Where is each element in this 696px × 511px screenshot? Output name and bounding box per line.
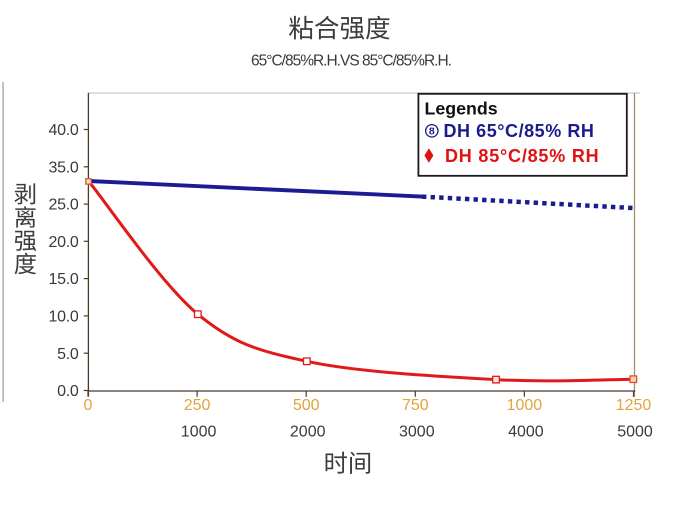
svg-text:1250: 1250 — [616, 397, 652, 414]
svg-text:4000: 4000 — [508, 423, 544, 440]
svg-text:3000: 3000 — [399, 423, 435, 440]
svg-text:500: 500 — [293, 397, 320, 414]
svg-text:0: 0 — [84, 397, 93, 414]
svg-text:Legends: Legends — [425, 99, 498, 119]
svg-text:35.0: 35.0 — [49, 159, 79, 176]
svg-text:15.0: 15.0 — [49, 271, 79, 288]
svg-text:5000: 5000 — [617, 423, 653, 440]
svg-text:0.0: 0.0 — [57, 383, 79, 400]
svg-text:8: 8 — [429, 126, 435, 138]
svg-text:40.0: 40.0 — [49, 122, 79, 139]
svg-text:DH 85°C/85% RH: DH 85°C/85% RH — [445, 146, 599, 166]
svg-text:2000: 2000 — [290, 423, 326, 440]
svg-text:65°C/85%R.H.VS 85°C/85%R.H.: 65°C/85%R.H.VS 85°C/85%R.H. — [251, 53, 451, 70]
svg-text:25.0: 25.0 — [49, 197, 79, 214]
svg-text:750: 750 — [402, 397, 429, 414]
svg-text:1000: 1000 — [507, 397, 543, 414]
svg-text:DH 65°C/85% RH: DH 65°C/85% RH — [444, 121, 595, 141]
svg-text:20.0: 20.0 — [49, 234, 79, 251]
svg-text:5.0: 5.0 — [57, 346, 79, 363]
svg-text:10.0: 10.0 — [49, 309, 79, 326]
svg-text:250: 250 — [184, 397, 211, 414]
svg-text:1000: 1000 — [181, 423, 217, 440]
